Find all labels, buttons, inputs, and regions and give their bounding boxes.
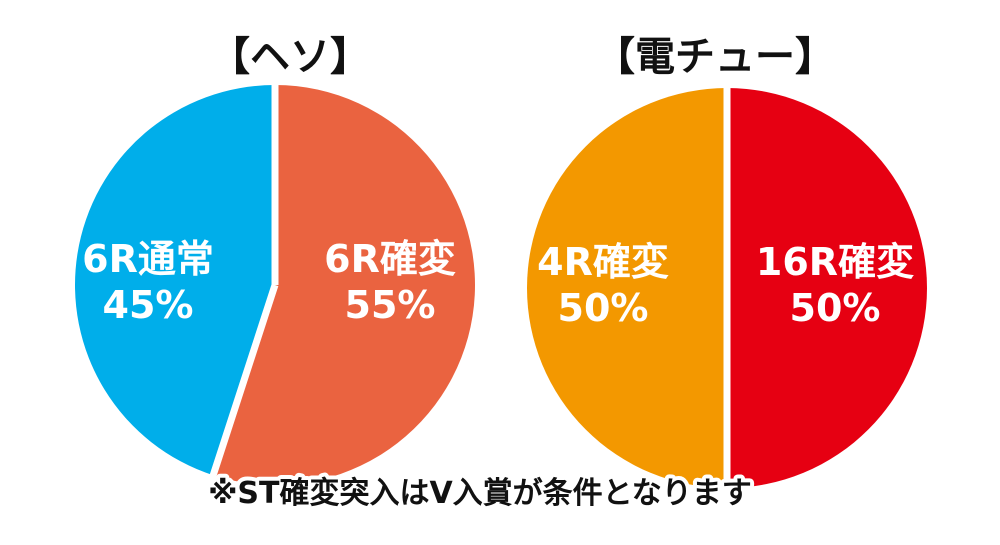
heso-pie-title: 【ヘソ】: [210, 34, 370, 80]
denchu-pie-title: 【電チュー】: [595, 34, 835, 80]
kakuhen-4r-percent: 50%: [558, 286, 649, 330]
kakuhen-16r-percent: 50%: [790, 286, 881, 330]
tsujo-6r-label: 6R通常: [82, 237, 214, 281]
kakuhen-16r-slice: [727, 88, 927, 488]
kakuhen-6r-label: 6R確変: [324, 237, 456, 281]
kakuhen-4r-label: 4R確変: [537, 240, 669, 284]
footnote: ※ST確変突入はV入賞が条件となります: [208, 476, 752, 511]
slice-separator: [209, 283, 279, 479]
tsujo-6r-percent: 45%: [103, 283, 194, 327]
kakuhen-4r-slice: [527, 88, 727, 488]
tsujo-6r-slice: [75, 84, 275, 476]
kakuhen-16r-label: 16R確変: [756, 240, 914, 284]
kakuhen-6r-slice: [213, 85, 476, 485]
kakuhen-6r-percent: 55%: [345, 283, 436, 327]
